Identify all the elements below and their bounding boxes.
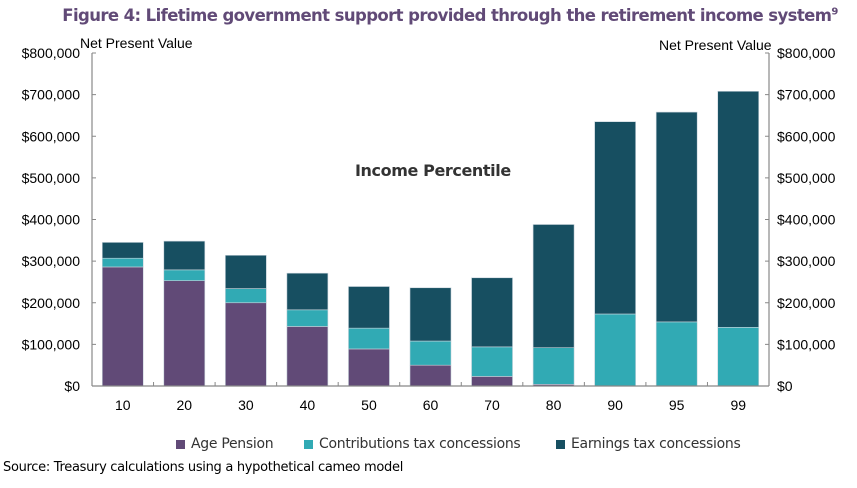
legend-item: Contributions tax concessions	[304, 436, 521, 452]
bar-segment-60-0	[409, 364, 452, 387]
x-tick-label: 60	[423, 397, 439, 413]
x-tick-label: 50	[361, 397, 377, 413]
bar-segment-70-2	[471, 277, 513, 348]
right-y-tick-label: $800,000	[777, 45, 836, 61]
x-tick-label: 10	[115, 397, 131, 413]
bar-segment-99-2	[717, 90, 760, 328]
legend-label: Age Pension	[191, 436, 274, 452]
bar-segment-10-2	[101, 242, 144, 259]
legend-item: Earnings tax concessions	[556, 436, 741, 452]
bar-segment-50-0	[348, 348, 390, 387]
legend-swatch	[176, 439, 185, 449]
left-y-tick-label: $300,000	[22, 253, 81, 269]
left-y-tick-label: $700,000	[22, 87, 81, 103]
x-tick-label: 95	[669, 397, 685, 413]
left-y-tick-label: $400,000	[22, 212, 81, 228]
legend-label: Contributions tax concessions	[319, 436, 521, 452]
x-tick-label: 80	[546, 397, 562, 413]
chart-title: Figure 4: Lifetime government support pr…	[0, 6, 857, 25]
bar-segment-99-1	[717, 327, 760, 387]
bar-segment-20-2	[163, 240, 206, 271]
bar-segment-80-1	[532, 347, 575, 385]
bar-segment-20-1	[163, 269, 206, 281]
right-y-tick-label: $500,000	[777, 170, 836, 186]
legend-swatch	[304, 439, 313, 449]
bar-segment-10-1	[101, 257, 144, 268]
right-y-tick-label: $400,000	[777, 212, 836, 228]
legend-label: Earnings tax concessions	[571, 436, 741, 452]
bar-segment-50-1	[348, 327, 390, 350]
bar-segment-20-0	[163, 280, 206, 387]
left-y-tick-label: $800,000	[22, 45, 81, 61]
x-tick-label: 40	[300, 397, 316, 413]
bar-segment-95-1	[655, 321, 698, 387]
right-axis-label: Net Present Value	[659, 37, 772, 53]
bar-segment-70-1	[471, 346, 513, 377]
bar-segment-70-0	[471, 376, 513, 387]
bar-segment-80-2	[532, 224, 575, 349]
bar-segment-30-0	[225, 302, 267, 387]
x-tick-label: 99	[730, 397, 746, 413]
x-axis-title: Income Percentile	[355, 161, 511, 180]
right-y-tick-label: $600,000	[777, 128, 836, 144]
bar-segment-90-1	[594, 313, 636, 387]
right-y-tick-label: $200,000	[777, 295, 836, 311]
title-text: Figure 4: Lifetime government support pr…	[62, 6, 832, 25]
right-y-tick-label: $700,000	[777, 87, 836, 103]
x-tick-label: 20	[177, 397, 193, 413]
left-axis-label: Net Present Value	[80, 35, 193, 51]
right-y-tick-label: $100,000	[777, 336, 836, 352]
bar-segment-40-1	[286, 309, 329, 327]
x-tick-label: 30	[238, 397, 254, 413]
bar-segment-90-2	[594, 121, 636, 315]
bar-segment-30-1	[225, 288, 267, 304]
bar-segment-60-2	[409, 287, 452, 342]
x-tick-label: 90	[607, 397, 623, 413]
bar-segment-40-2	[286, 272, 329, 311]
bar-segment-40-0	[286, 326, 329, 387]
left-y-tick-label: $0	[64, 378, 80, 394]
left-y-tick-label: $500,000	[22, 170, 81, 186]
left-y-tick-label: $100,000	[22, 336, 81, 352]
legend-item: Age Pension	[176, 436, 274, 452]
left-y-tick-label: $600,000	[22, 128, 81, 144]
source-note: Source: Treasury calculations using a hy…	[3, 460, 404, 475]
x-tick-label: 70	[484, 397, 500, 413]
bar-segment-30-2	[225, 254, 267, 289]
footnote-marker: 9	[831, 6, 838, 18]
right-y-tick-label: $0	[777, 378, 793, 394]
left-y-tick-label: $200,000	[22, 295, 81, 311]
bar-segment-10-0	[101, 266, 144, 387]
right-y-tick-label: $300,000	[777, 253, 836, 269]
bar-segment-95-2	[655, 111, 698, 323]
bar-segment-50-2	[348, 286, 390, 329]
legend-swatch	[556, 439, 565, 449]
bar-segment-60-1	[409, 340, 452, 366]
